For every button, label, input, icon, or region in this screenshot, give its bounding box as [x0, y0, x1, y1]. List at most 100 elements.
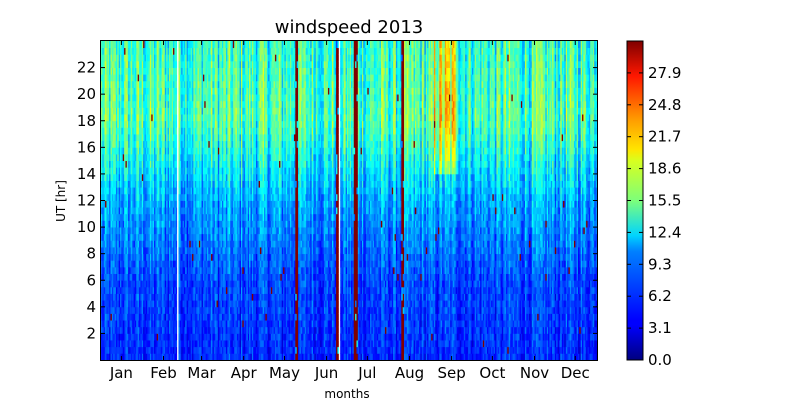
heatmap-cell [178, 227, 181, 235]
heatmap-cell [158, 233, 160, 241]
heatmap-cell [152, 94, 155, 102]
heatmap-cell [155, 47, 158, 55]
heatmap-cell [121, 280, 124, 288]
heatmap-cell [111, 140, 114, 148]
heatmap-cell [143, 47, 145, 55]
heatmap-cell [136, 340, 139, 348]
heatmap-cell [148, 200, 151, 208]
heatmap-cell [178, 87, 181, 95]
heatmap-cell [143, 340, 145, 348]
heatmap-cell [148, 160, 151, 168]
heatmap-cell [102, 67, 105, 75]
heatmap-cell [163, 47, 166, 55]
heatmap-cell [158, 120, 160, 128]
heatmap-cell [173, 346, 175, 354]
heatmap-cell [178, 94, 181, 102]
heatmap-cell [128, 300, 130, 308]
heatmap-cell [106, 286, 109, 294]
heatmap-cell [173, 114, 175, 122]
heatmap-cell [105, 41, 107, 49]
heatmap-cell [168, 74, 171, 82]
heatmap-cell [163, 286, 166, 294]
heatmap-cell [128, 280, 130, 288]
heatmap-cell [158, 293, 160, 301]
heatmap-cell [174, 326, 177, 334]
heatmap-cell [164, 340, 167, 348]
heatmap-cell [159, 253, 162, 261]
heatmap-cell [171, 253, 174, 261]
heatmap-cell [166, 280, 168, 288]
heatmap-cell [136, 187, 139, 195]
heatmap-cell [159, 60, 162, 68]
heatmap-cell [133, 333, 136, 341]
heatmap-cell [171, 167, 174, 175]
heatmap-cell [130, 54, 133, 62]
heatmap-cell [148, 253, 151, 261]
heatmap-cell [182, 293, 185, 301]
heatmap-cell [121, 266, 124, 275]
heatmap-cell [105, 180, 107, 188]
heatmap-cell [111, 326, 114, 334]
heatmap-cell [151, 266, 154, 275]
heatmap-cell [128, 67, 130, 75]
heatmap-cell [130, 147, 133, 155]
heatmap-cell [179, 173, 182, 181]
heatmap-cell [170, 74, 173, 82]
heatmap-cell [182, 180, 185, 188]
heatmap-cell [111, 67, 114, 75]
heatmap-cell [118, 67, 121, 75]
heatmap-cell [106, 127, 109, 135]
heatmap-cell [129, 207, 132, 215]
heatmap-cell [173, 147, 175, 155]
heatmap-cell [110, 167, 113, 175]
heatmap-cell [105, 306, 107, 314]
heatmap-cell [105, 74, 107, 82]
heatmap-cell [163, 94, 166, 102]
heatmap-cell [140, 200, 143, 208]
heatmap-cell [128, 213, 130, 221]
heatmap-cell [162, 227, 164, 235]
heatmap-cell [140, 273, 143, 281]
heatmap-cell [159, 47, 162, 55]
heatmap-cell [111, 54, 114, 62]
heatmap-cell [132, 153, 135, 162]
heatmap-cell [114, 306, 117, 314]
heatmap-cell [168, 160, 171, 168]
heatmap-cell [144, 193, 147, 201]
heatmap-cell [162, 60, 164, 68]
heatmap-cell [175, 266, 178, 275]
heatmap-cell [132, 41, 135, 49]
heatmap-cell [101, 74, 103, 82]
heatmap-cell [140, 300, 143, 308]
heatmap-cell [115, 273, 118, 281]
heatmap-cell [141, 140, 144, 148]
heatmap-cell [182, 41, 185, 49]
heatmap-cell [163, 180, 166, 188]
heatmap-cell [152, 353, 155, 360]
heatmap-cell [141, 333, 144, 341]
heatmap-cell [132, 346, 135, 354]
heatmap-cell [155, 280, 158, 288]
heatmap-cell [111, 320, 114, 328]
heatmap-cell [124, 114, 126, 122]
heatmap-cell [113, 134, 115, 142]
heatmap-cell [178, 54, 181, 62]
heatmap-cell [154, 74, 156, 82]
heatmap-cell [121, 300, 124, 308]
heatmap-cell [177, 127, 179, 135]
heatmap-cell [126, 173, 129, 181]
heatmap-cell [159, 74, 162, 82]
heatmap-cell [110, 187, 113, 195]
heatmap-cell [164, 173, 167, 181]
heatmap-cell [129, 286, 132, 294]
heatmap-cell [114, 120, 117, 128]
heatmap-cell [164, 313, 167, 321]
heatmap-cell [118, 87, 121, 95]
heatmap-cell [133, 167, 136, 175]
heatmap-cell [118, 320, 121, 328]
heatmap-cell [167, 200, 170, 208]
heatmap-cell [103, 346, 106, 354]
heatmap-cell [114, 187, 117, 195]
heatmap-cell [158, 173, 160, 181]
heatmap-cell [174, 280, 177, 288]
